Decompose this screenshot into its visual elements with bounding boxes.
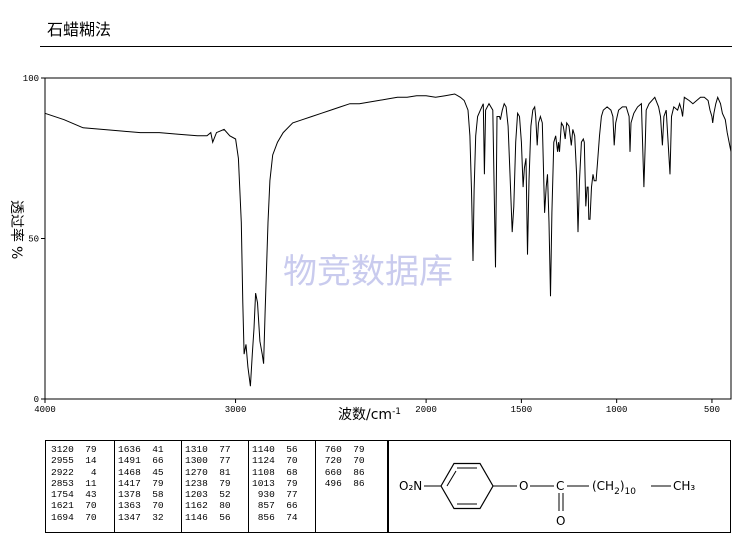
peak-table-row: 1146 56 bbox=[185, 511, 231, 523]
x-tick-label: 2000 bbox=[415, 405, 437, 415]
peak-table-row: 1417 79 bbox=[118, 477, 164, 489]
peak-table-row: 1378 58 bbox=[118, 489, 164, 501]
peak-table: 3120 79 2955 14 2922 4 2853 11 1754 43 1621 7… bbox=[45, 440, 388, 533]
repeat-count: 10 bbox=[625, 487, 637, 497]
peak-table-row: 1300 77 bbox=[185, 455, 231, 467]
nitro-group-label: O₂N bbox=[399, 479, 422, 493]
chemical-structure: O₂N O C O (CH2)10 CH₃ bbox=[399, 462, 695, 528]
peak-table-row: 1270 81 bbox=[185, 466, 231, 478]
y-tick-label: 0 bbox=[34, 395, 39, 405]
peak-table-column: 1140 56 1124 70 1108 68 1013 79 930 77 857 … bbox=[252, 444, 298, 523]
ring-double-bond-3 bbox=[446, 470, 457, 487]
peak-table-column: 1636 41 1491 66 1468 45 1417 79 1378 58 1363 … bbox=[118, 444, 164, 523]
peak-table-divider bbox=[248, 441, 249, 532]
chain-close: ) bbox=[620, 479, 625, 493]
y-axis-label-text: 透过率 bbox=[8, 200, 25, 242]
peak-table-row: 1013 79 bbox=[252, 477, 298, 489]
y-tick-label: 100 bbox=[23, 74, 39, 84]
x-tick-label: 4000 bbox=[34, 405, 56, 415]
peak-table-row: 857 66 bbox=[252, 500, 298, 512]
carbonyl-carbon-label: C bbox=[556, 479, 564, 493]
ester-oxygen-label: O bbox=[519, 479, 528, 493]
x-tick-label: 500 bbox=[704, 405, 720, 415]
peak-table-row: 1491 66 bbox=[118, 455, 164, 467]
peak-table-row: 1636 41 bbox=[118, 444, 164, 455]
structure-panel: O₂N O C O (CH2)10 CH₃ bbox=[388, 440, 731, 533]
y-tick-label: 50 bbox=[28, 235, 39, 245]
peak-table-row: 930 77 bbox=[252, 489, 298, 501]
y-axis-label-unit: % bbox=[8, 246, 24, 259]
peak-table-row: 1140 56 bbox=[252, 444, 298, 455]
peak-table-divider bbox=[114, 441, 115, 532]
watermark: 物竞数据库 bbox=[283, 252, 453, 292]
peak-table-row: 2853 11 bbox=[51, 477, 97, 489]
peak-table-column: 760 79 720 70 660 86 496 86 bbox=[319, 444, 365, 489]
peak-table-column: 1310 77 1300 77 1270 81 1238 79 1203 52 1162 … bbox=[185, 444, 231, 523]
peak-table-row: 1347 32 bbox=[118, 511, 164, 523]
peak-table-row: 1310 77 bbox=[185, 444, 231, 455]
peak-table-column: 3120 79 2955 14 2922 4 2853 11 1754 43 1621 7… bbox=[51, 444, 97, 523]
x-tick-label: 3000 bbox=[225, 405, 247, 415]
y-axis-ticks: 100 50 0 bbox=[23, 74, 45, 405]
x-tick-label: 1500 bbox=[511, 405, 533, 415]
peak-table-divider bbox=[315, 441, 316, 532]
x-axis-label-superscript: -1 bbox=[392, 407, 401, 417]
spectrum-line bbox=[44, 93, 732, 387]
methylene-chain-label: (CH2)10 bbox=[592, 479, 636, 497]
peak-table-divider bbox=[181, 441, 182, 532]
x-axis-label: 波数/cm-1 bbox=[338, 407, 401, 423]
plot-frame bbox=[44, 77, 732, 400]
peak-table-row: 2955 14 bbox=[51, 455, 97, 467]
peak-table-row: 1468 45 bbox=[118, 466, 164, 478]
peak-table-row: 760 79 bbox=[319, 444, 365, 455]
peak-table-row: 1108 68 bbox=[252, 466, 298, 478]
page-title: 石蜡糊法 bbox=[47, 20, 112, 39]
peak-table-row: 856 74 bbox=[252, 511, 298, 523]
x-axis-label-text: 波数/cm bbox=[338, 407, 392, 423]
peak-table-row: 1694 70 bbox=[51, 511, 97, 523]
peak-table-row: 1162 80 bbox=[185, 500, 231, 512]
x-tick-label: 1000 bbox=[606, 405, 628, 415]
peak-table-row: 1124 70 bbox=[252, 455, 298, 467]
title-divider bbox=[40, 46, 732, 47]
peak-table-row: 1363 70 bbox=[118, 500, 164, 512]
peak-table-row: 2922 4 bbox=[51, 466, 97, 478]
peak-table-row: 660 86 bbox=[319, 466, 365, 478]
peak-table-row: 720 70 bbox=[319, 455, 365, 467]
peak-table-row: 1203 52 bbox=[185, 489, 231, 501]
peak-table-row: 1238 79 bbox=[185, 477, 231, 489]
peak-table-row: 1754 43 bbox=[51, 489, 97, 501]
benzene-ring bbox=[440, 462, 494, 510]
peak-table-row: 1621 70 bbox=[51, 500, 97, 512]
y-axis-label: 透过率% bbox=[8, 200, 25, 259]
peak-table-row: 496 86 bbox=[319, 477, 365, 489]
methyl-label: CH₃ bbox=[673, 479, 695, 493]
chain-open: (CH bbox=[592, 479, 614, 493]
carbonyl-oxygen-label: O bbox=[556, 514, 565, 528]
x-axis-ticks: 4000 3000 2000 1500 1000 500 bbox=[34, 399, 720, 415]
peak-table-row: 3120 79 bbox=[51, 444, 97, 455]
chain-subscript: 2 bbox=[614, 487, 620, 497]
